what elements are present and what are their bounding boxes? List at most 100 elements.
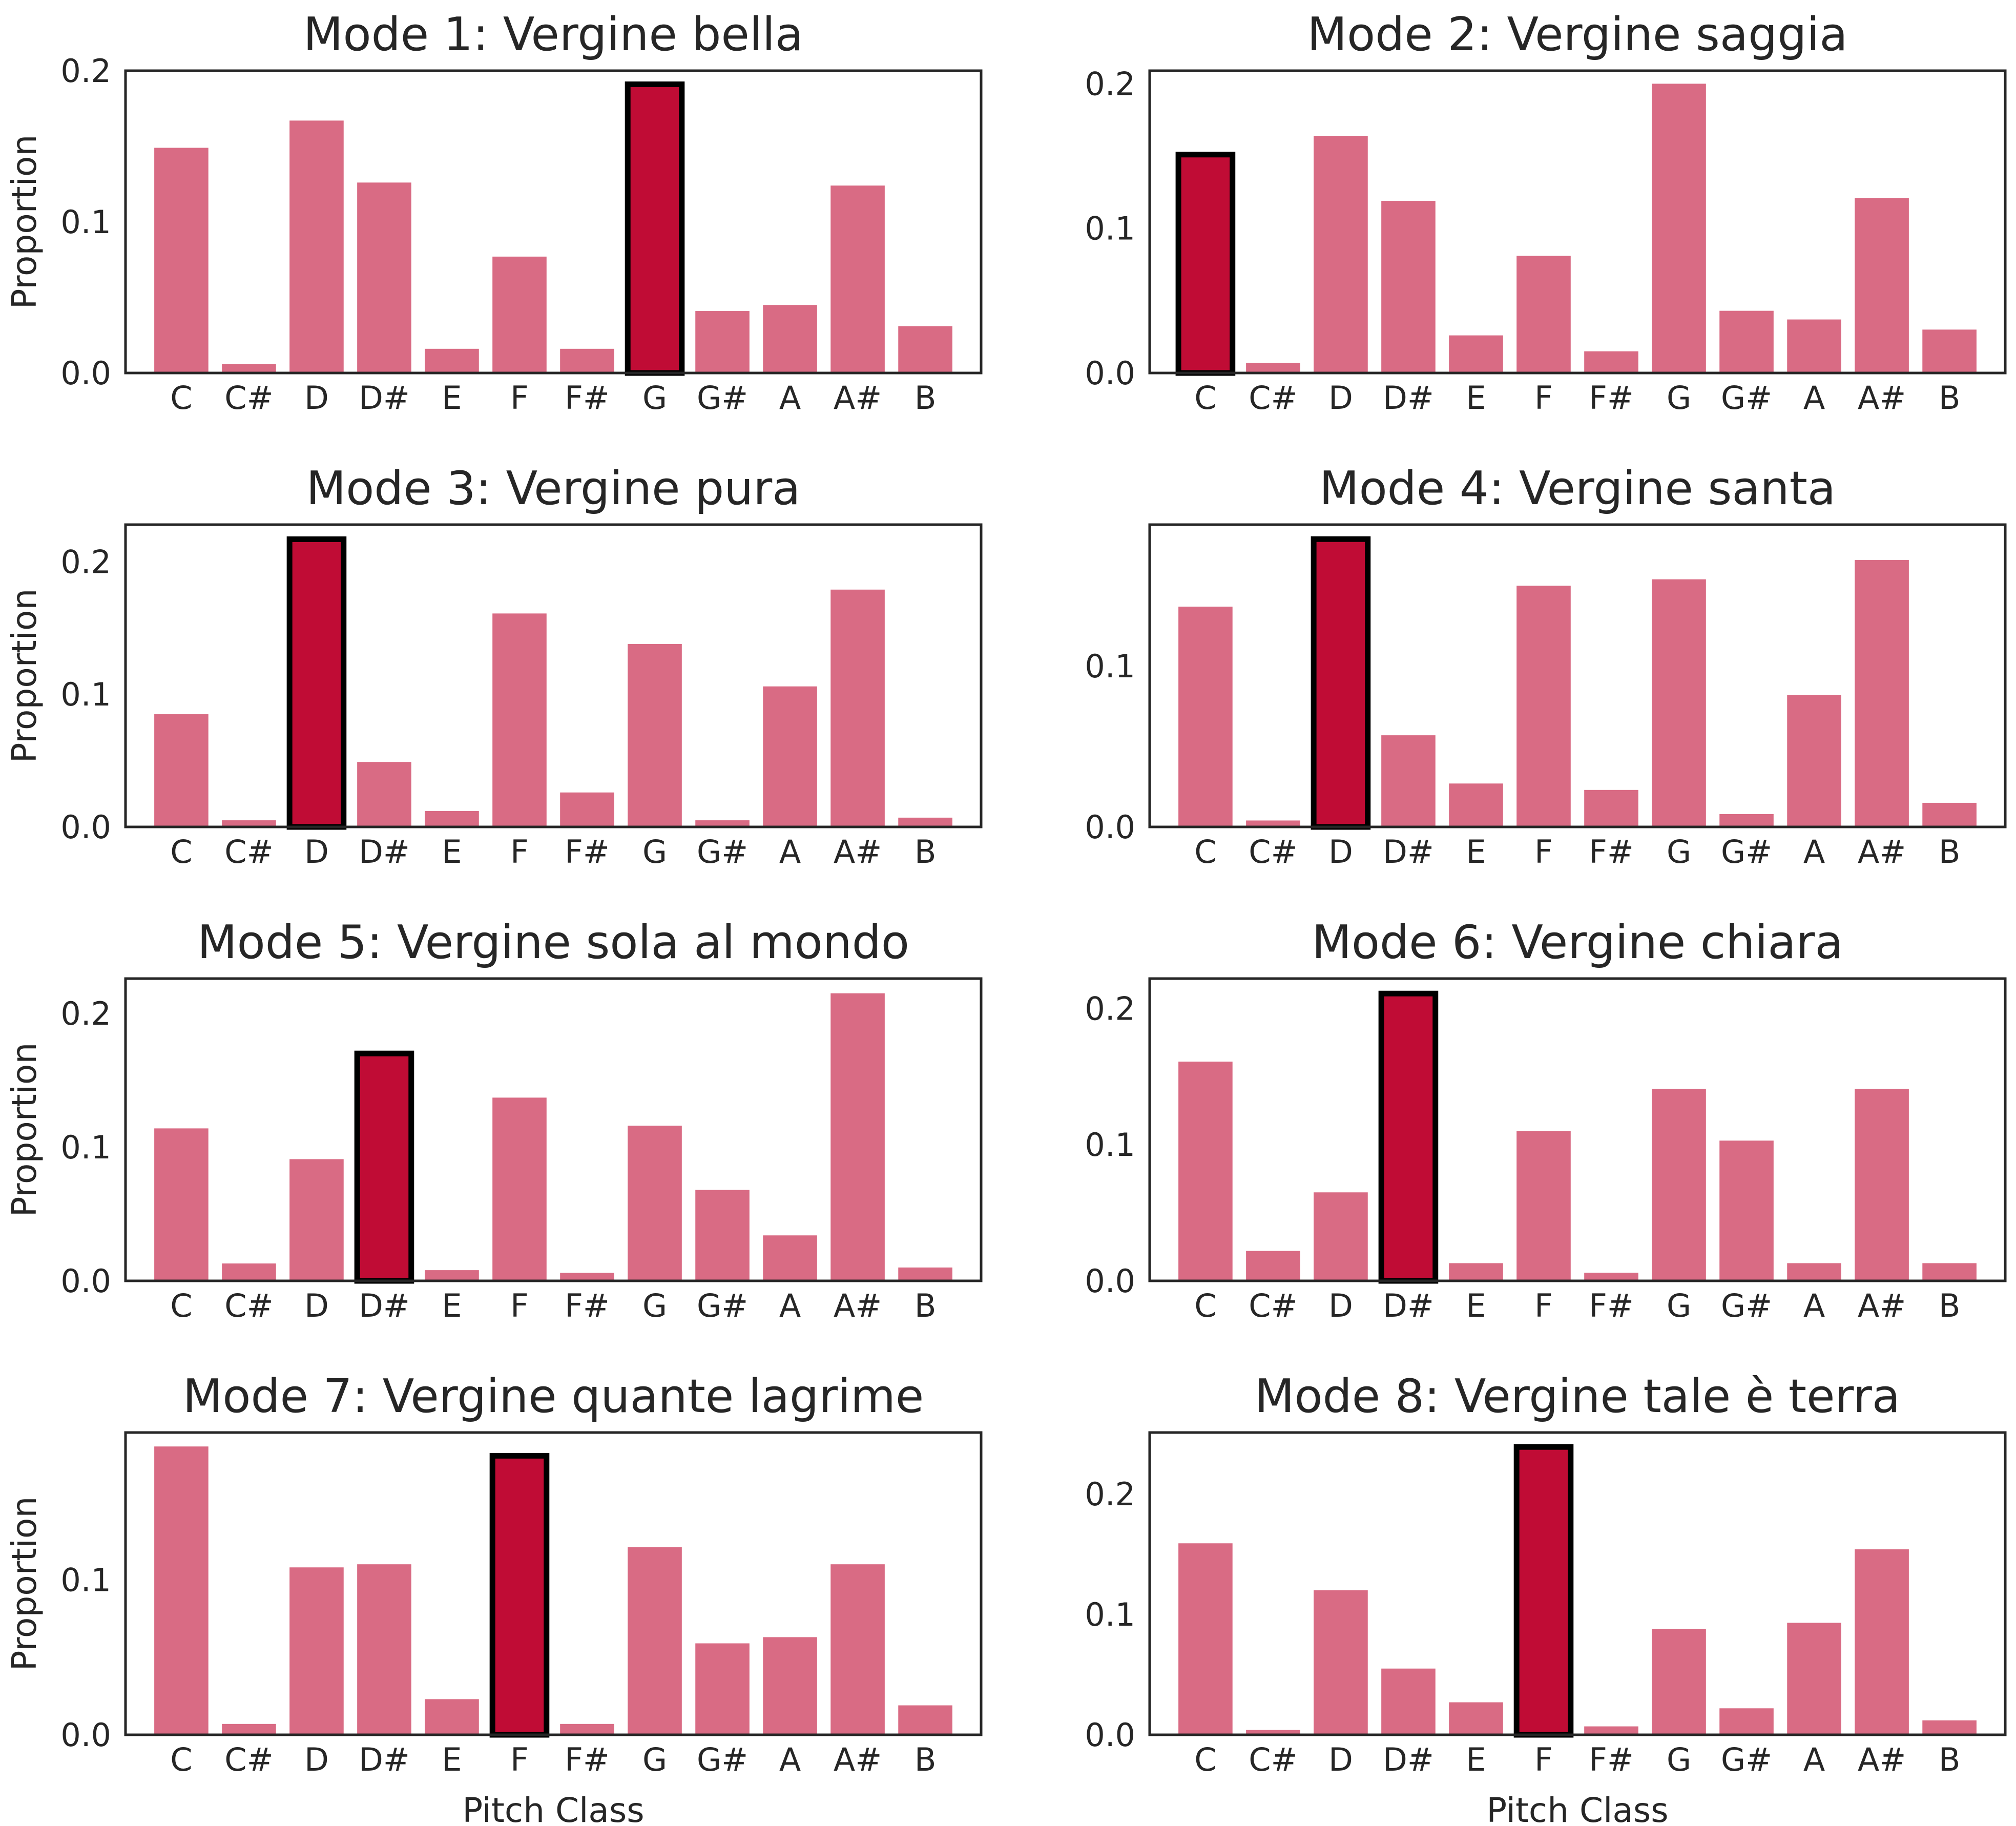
- x-tick-label: F: [510, 1741, 529, 1778]
- bar: [1584, 790, 1638, 827]
- bar: [1449, 783, 1503, 827]
- bar: [1922, 1720, 1977, 1735]
- bar: [1922, 1263, 1977, 1281]
- axes-frame: [1148, 523, 2007, 828]
- y-axis-label: Proportion: [5, 1497, 44, 1671]
- x-tick-label: G#: [1721, 833, 1772, 870]
- x-tick-label: B: [915, 1287, 937, 1324]
- x-tick-label: E: [442, 1287, 462, 1324]
- chart-title: Mode 2: Vergine saggia: [1307, 8, 1848, 61]
- x-tick-label: G: [1667, 833, 1691, 870]
- x-tick-label: B: [1939, 379, 1961, 417]
- y-tick-label: 0.1: [60, 676, 111, 713]
- highlighted-bar: [286, 536, 347, 830]
- x-tick-label: A: [1803, 833, 1825, 870]
- bar: [154, 714, 209, 827]
- x-tick-label: A#: [834, 1741, 882, 1778]
- x-tick-label: C: [1194, 379, 1216, 417]
- bar: [560, 792, 614, 827]
- y-tick-label: 0.1: [1085, 1596, 1135, 1633]
- bar: [695, 1643, 750, 1735]
- bar: [763, 1235, 817, 1281]
- x-tick-label: D: [304, 1741, 329, 1778]
- x-tick-label: F#: [565, 833, 610, 870]
- bar: [492, 613, 547, 827]
- y-tick-label: 0.2: [1085, 65, 1135, 102]
- bar: [1787, 1623, 1841, 1735]
- x-tick-label: A: [779, 379, 801, 417]
- y-tick-label: 0.2: [60, 52, 111, 90]
- bar: [1652, 1089, 1706, 1281]
- y-tick-label: 0.2: [60, 995, 111, 1032]
- bar: [1449, 1702, 1503, 1735]
- bar: [1178, 607, 1233, 827]
- x-tick-label: A: [779, 1287, 801, 1324]
- x-tick-label: C: [170, 1741, 192, 1778]
- x-tick-label: D: [1328, 379, 1353, 417]
- bar: [1922, 802, 1977, 827]
- x-tick-label: G: [642, 1287, 667, 1324]
- highlighted-bar: [354, 1050, 414, 1284]
- x-tick-label: E: [442, 379, 462, 417]
- bar: [560, 1724, 614, 1735]
- bar: [695, 311, 750, 373]
- x-tick-label: A#: [1858, 1287, 1906, 1324]
- chart-panel-1: Mode 1: Vergine bella C C# D D# E F F# G G# A A# B 0.…: [5, 8, 983, 417]
- bar: [222, 364, 276, 373]
- y-tick-label: 0.2: [60, 543, 111, 580]
- x-tick-label: C#: [1249, 833, 1297, 870]
- chart-panel-7: Mode 7: Vergine quante lagrime C C# D D# E F F#…: [5, 1370, 983, 1826]
- bar: [154, 1128, 209, 1281]
- y-tick-label: 0.2: [1085, 990, 1135, 1027]
- bar: [1381, 735, 1436, 827]
- y-tick-label: 0.0: [1085, 355, 1135, 392]
- x-tick-label: D#: [1383, 1741, 1434, 1778]
- x-tick-label: G#: [1721, 1287, 1772, 1324]
- chart-panel-6: Mode 6: Vergine chiara C C# D D# E F F# G G# A A# B 0…: [1085, 916, 2007, 1324]
- x-tick-label: A: [1803, 379, 1825, 417]
- x-tick-label: D: [304, 1287, 329, 1324]
- bar: [763, 305, 817, 373]
- x-tick-label: A#: [834, 379, 882, 417]
- x-tick-label: G#: [697, 1741, 748, 1778]
- x-tick-label: C: [1194, 1741, 1216, 1778]
- bar: [1449, 1263, 1503, 1281]
- x-tick-label: D#: [359, 379, 410, 417]
- x-tick-label: G#: [697, 833, 748, 870]
- bar: [1855, 1089, 1909, 1281]
- y-tick-label: 0.0: [1085, 1716, 1135, 1754]
- x-tick-label: F: [1534, 1287, 1553, 1324]
- x-tick-label: C#: [1249, 1741, 1297, 1778]
- x-tick-label: G#: [1721, 379, 1772, 417]
- y-tick-label: 0.0: [60, 808, 111, 846]
- chart-panel-2: Mode 2: Vergine saggia C C# D D# E F F# G G# A A# B 0…: [1085, 8, 2007, 417]
- x-tick-label: A#: [834, 1287, 882, 1324]
- y-tick-label: 0.1: [1085, 210, 1135, 247]
- bar: [1516, 1131, 1571, 1281]
- chart-title: Mode 7: Vergine quante lagrime: [183, 1370, 924, 1423]
- x-tick-label: B: [1939, 833, 1961, 870]
- x-tick-label: G: [1667, 1741, 1691, 1778]
- x-tick-label: B: [915, 833, 937, 870]
- x-axis-label: Pitch Class: [462, 1791, 644, 1826]
- x-tick-label: C: [1194, 1287, 1216, 1324]
- bar: [1516, 256, 1571, 373]
- bar: [1449, 335, 1503, 373]
- bar: [1178, 1062, 1233, 1281]
- y-tick-label: 0.1: [1085, 1126, 1135, 1164]
- bar: [898, 1705, 952, 1735]
- bar: [1246, 1251, 1300, 1281]
- x-tick-label: C#: [224, 1287, 273, 1324]
- x-tick-label: F: [1534, 1741, 1553, 1778]
- bar: [898, 817, 952, 827]
- x-tick-label: D: [1328, 1741, 1353, 1778]
- bar: [1246, 363, 1300, 373]
- x-tick-label: D: [1328, 833, 1353, 870]
- x-tick-label: B: [1939, 1741, 1961, 1778]
- bar: [289, 120, 344, 373]
- bar: [1584, 1726, 1638, 1735]
- bar: [1246, 1730, 1300, 1735]
- axes-frame: [124, 977, 983, 1282]
- y-tick-label: 0.0: [60, 1262, 111, 1300]
